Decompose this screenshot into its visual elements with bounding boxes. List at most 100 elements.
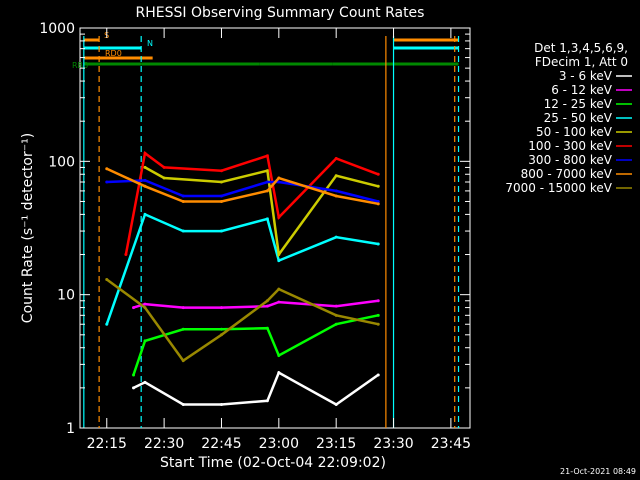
legend-label: 6 - 12 keV — [551, 83, 613, 97]
flag-label: RD0 — [105, 49, 122, 58]
data-point — [219, 306, 223, 310]
data-point — [219, 180, 223, 184]
legend-label: 12 - 25 keV — [544, 97, 613, 111]
data-point — [162, 165, 166, 169]
legend-label: 3 - 6 keV — [559, 69, 613, 83]
data-point — [265, 326, 269, 330]
data-point — [143, 306, 147, 310]
data-point — [265, 180, 269, 184]
x-tick-label: 23:30 — [373, 436, 413, 452]
data-point — [376, 202, 380, 206]
series-line — [144, 166, 379, 258]
x-axis: 22:15 22:30 22:45 23:00 23:15 23:30 23:45 — [87, 28, 471, 452]
data-point — [181, 327, 185, 331]
data-point — [376, 313, 380, 317]
data-point — [219, 327, 223, 331]
data-point — [265, 299, 269, 303]
data-point — [143, 165, 147, 169]
data-point — [143, 212, 147, 216]
data-point — [334, 304, 338, 308]
data-point — [219, 403, 223, 407]
data-point — [162, 176, 166, 180]
data-point — [181, 359, 185, 363]
data-point — [219, 333, 223, 337]
data-point — [132, 386, 136, 390]
data-point — [277, 253, 281, 257]
series-line — [106, 179, 379, 203]
legend-label: 7000 - 15000 keV — [505, 181, 612, 195]
data-point — [105, 277, 109, 281]
data-point — [334, 194, 338, 198]
series-line — [106, 278, 379, 363]
data-point — [376, 322, 380, 326]
data-point — [334, 157, 338, 161]
x-axis-label: Start Time (02-Oct-04 22:09:02) — [160, 455, 386, 471]
data-point — [265, 399, 269, 403]
x-tick-label: 22:30 — [144, 436, 184, 452]
legend: Det 1,3,4,5,6,9,FDecim 1, Att 03 - 6 keV… — [505, 41, 632, 195]
data-point — [181, 194, 185, 198]
data-point — [219, 199, 223, 203]
data-point — [277, 287, 281, 291]
data-point — [143, 151, 147, 155]
y-tick-label: 1000 — [39, 21, 75, 37]
legend-label: 800 - 7000 keV — [521, 167, 613, 181]
data-point — [181, 229, 185, 233]
data-point — [277, 300, 281, 304]
flag-label: N — [147, 39, 153, 48]
chart-title: RHESSI Observing Summary Count Rates — [136, 5, 425, 21]
data-point — [132, 306, 136, 310]
data-point — [181, 199, 185, 203]
plot-frame — [79, 27, 471, 429]
data-point — [277, 259, 281, 263]
data-point — [334, 189, 338, 193]
y-axis: 1 10 100 1000 — [39, 21, 470, 437]
data-point — [277, 215, 281, 219]
data-point — [334, 235, 338, 239]
series-line — [124, 151, 379, 255]
series-lines — [105, 151, 380, 407]
data-point — [334, 322, 338, 326]
series-line — [132, 314, 379, 376]
data-point — [143, 339, 147, 343]
legend-label: 50 - 100 keV — [536, 125, 613, 139]
x-tick-label: 23:45 — [431, 436, 471, 452]
data-point — [143, 380, 147, 384]
flag-bars: SNRD0RB6 — [72, 31, 459, 70]
data-point — [265, 189, 269, 193]
data-point — [376, 373, 380, 377]
legend-label: 100 - 300 keV — [528, 139, 612, 153]
data-point — [277, 176, 281, 180]
series-line — [106, 167, 379, 206]
data-point — [181, 403, 185, 407]
data-point — [219, 194, 223, 198]
data-point — [376, 199, 380, 203]
x-tick-label: 22:15 — [87, 436, 127, 452]
data-point — [277, 180, 281, 184]
data-point — [277, 353, 281, 357]
y-tick-label: 100 — [48, 154, 75, 170]
data-point — [265, 169, 269, 173]
legend-header: FDecim 1, Att 0 — [535, 55, 628, 69]
series-line — [132, 370, 379, 406]
data-point — [265, 154, 269, 158]
data-point — [334, 403, 338, 407]
data-point — [277, 371, 281, 375]
series-line — [105, 212, 379, 325]
generation-timestamp: 21-Oct-2021 08:49 — [560, 467, 636, 476]
data-point — [376, 299, 380, 303]
data-point — [105, 180, 109, 184]
data-point — [143, 302, 147, 306]
data-point — [143, 184, 147, 188]
y-tick-label: 10 — [57, 288, 75, 304]
vertical-markers — [83, 36, 460, 428]
data-point — [376, 172, 380, 176]
flag-label: RB6 — [72, 61, 88, 70]
data-point — [219, 229, 223, 233]
legend-label: 25 - 50 keV — [544, 111, 613, 125]
data-point — [219, 169, 223, 173]
data-point — [124, 253, 128, 257]
y-axis-label: Count Rate (s⁻¹ detector⁻¹) — [20, 133, 36, 323]
data-point — [105, 322, 109, 326]
